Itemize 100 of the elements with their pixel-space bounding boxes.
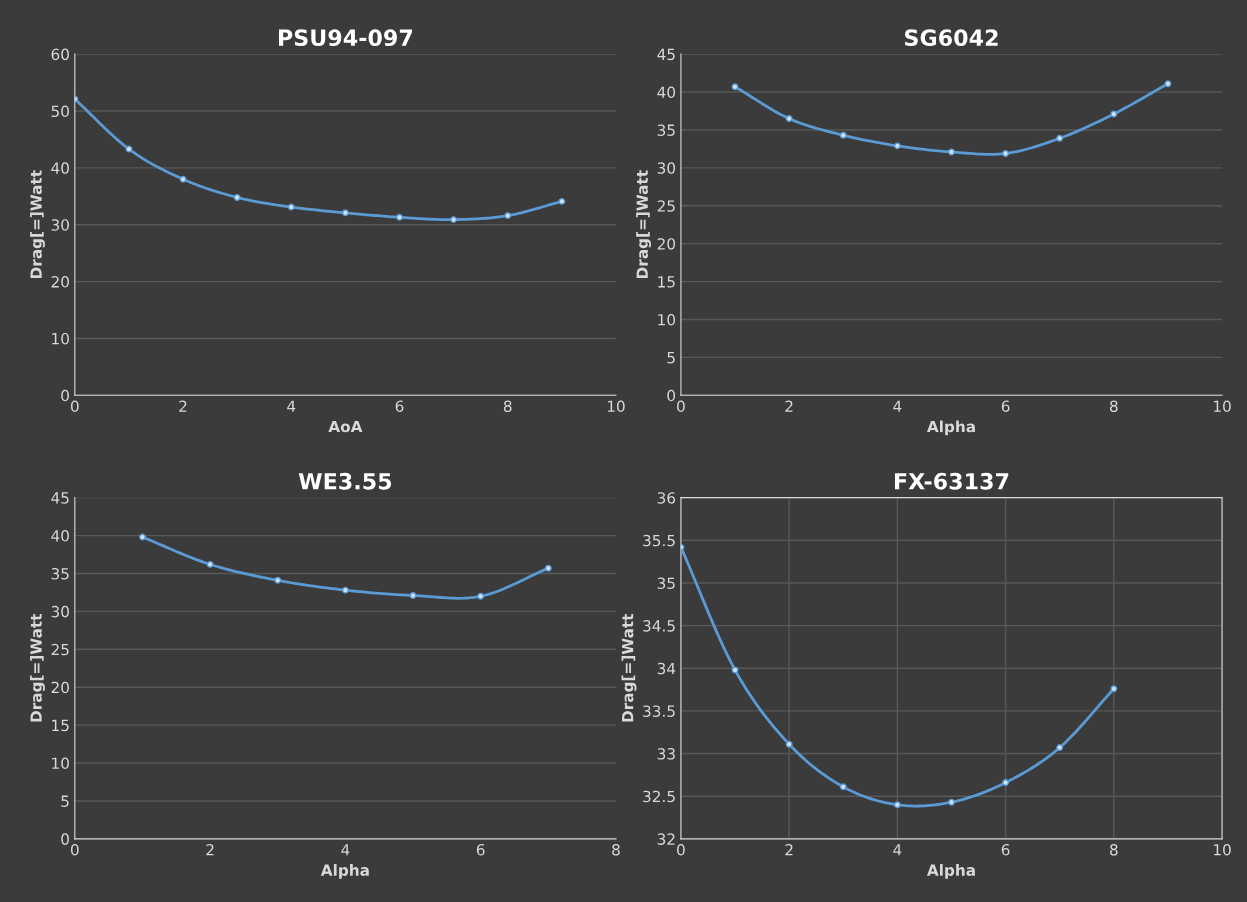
point	[409, 592, 417, 599]
point	[1002, 149, 1010, 157]
y-tick-label: 35.5	[643, 534, 675, 547]
x-tick-label: 2	[179, 400, 187, 412]
point	[1056, 134, 1064, 142]
y-tick-label: 0	[61, 389, 69, 402]
y-tick-label: 5	[667, 352, 675, 364]
point	[893, 801, 901, 809]
y-tick-label: 40	[51, 162, 69, 174]
y-tick-label: 45	[51, 492, 69, 504]
y-axis-title: Drag[=]Watt	[30, 613, 45, 722]
y-tick-label: 32.5	[643, 790, 675, 803]
x-tick-label: 10	[1214, 843, 1231, 856]
x-tick-label: 2	[206, 843, 214, 856]
point	[1164, 80, 1172, 88]
x-axis-title: Alpha	[320, 864, 369, 879]
y-tick-label: 45	[657, 48, 675, 61]
chart-title: FX-63137	[895, 472, 1009, 490]
point	[839, 783, 847, 791]
y-tick-label: 20	[51, 681, 69, 694]
y-tick-label: 10	[658, 313, 676, 326]
chart-title: PSU94-097	[279, 29, 413, 47]
y-tick-label: 20	[657, 238, 676, 250]
x-tick-label: 0	[677, 400, 685, 412]
y-tick-label: 34	[657, 662, 676, 675]
point	[341, 586, 349, 594]
point	[396, 213, 403, 221]
x-axis-title: Alpha	[926, 864, 975, 879]
y-tick-label: 15	[658, 276, 675, 288]
y-tick-label: 10	[52, 757, 69, 770]
x-tick-label: 6	[1001, 400, 1010, 412]
y-axis-title: Drag[=]Watt	[621, 613, 637, 722]
x-tick-label: 10	[1214, 400, 1231, 412]
point	[893, 142, 901, 150]
x-tick-label: 0	[677, 843, 685, 856]
point	[274, 576, 282, 584]
point	[287, 203, 295, 211]
point	[450, 216, 458, 224]
y-tick-label: 0	[667, 389, 676, 402]
y-tick-label: 10	[52, 332, 69, 345]
y-tick-label: 50	[51, 105, 69, 118]
point	[785, 740, 793, 748]
x-tick-label: 8	[612, 843, 620, 856]
y-tick-label: 34.5	[643, 620, 675, 632]
point	[839, 131, 847, 139]
point	[233, 193, 241, 201]
chart-title: SG6042	[905, 29, 998, 47]
point	[206, 560, 214, 568]
y-tick-label: 0	[61, 833, 69, 845]
x-tick-label: 8	[503, 400, 512, 412]
point	[1002, 779, 1010, 787]
point	[477, 592, 485, 600]
x-tick-label: 6	[395, 400, 404, 412]
x-tick-label: 10	[607, 400, 625, 412]
y-tick-label: 32	[657, 833, 675, 845]
x-tick-label: 0	[70, 400, 79, 412]
y-tick-label: 40	[51, 530, 69, 542]
point	[341, 209, 349, 217]
y-tick-label: 25	[51, 643, 69, 656]
point	[1110, 110, 1118, 118]
point	[125, 145, 133, 153]
point	[785, 115, 793, 123]
y-tick-label: 30	[51, 605, 69, 618]
point	[948, 148, 955, 156]
point	[948, 798, 955, 806]
x-tick-label: 6	[476, 843, 485, 856]
chart-title: WE3.55	[298, 472, 392, 490]
x-tick-label: 4	[893, 400, 902, 412]
x-tick-label: 0	[70, 843, 79, 856]
y-tick-label: 33.5	[643, 705, 675, 717]
point	[1056, 744, 1064, 752]
x-tick-label: 4	[893, 844, 902, 856]
x-tick-label: 8	[1110, 400, 1118, 412]
x-tick-label: 4	[341, 844, 350, 856]
y-axis-title: Drag[=]Watt	[636, 170, 652, 279]
point	[731, 83, 739, 91]
x-tick-label: 8	[1110, 843, 1118, 856]
y-tick-label: 5	[61, 795, 69, 807]
x-tick-label: 6	[1001, 843, 1010, 856]
x-tick-label: 2	[785, 400, 793, 412]
point	[179, 175, 187, 183]
y-tick-label: 30	[51, 219, 69, 231]
y-tick-label: 36	[657, 492, 676, 504]
x-axis-title: AoA	[328, 420, 363, 433]
y-tick-label: 40	[657, 86, 676, 99]
y-tick-label: 35	[657, 577, 675, 589]
y-tick-label: 15	[52, 719, 69, 732]
x-axis-title: Alpha	[926, 420, 975, 436]
x-tick-label: 2	[785, 843, 793, 856]
point	[558, 197, 566, 205]
y-axis-title: Drag[=]Watt	[30, 170, 45, 279]
y-tick-label: 35	[51, 567, 69, 580]
y-tick-label: 35	[657, 124, 675, 136]
y-tick-label: 25	[657, 200, 675, 212]
y-tick-label: 33	[657, 748, 675, 760]
y-tick-label: 30	[657, 162, 676, 174]
y-tick-label: 20	[51, 276, 69, 288]
x-tick-label: 4	[287, 400, 296, 412]
point	[504, 212, 512, 220]
point	[1110, 685, 1118, 693]
